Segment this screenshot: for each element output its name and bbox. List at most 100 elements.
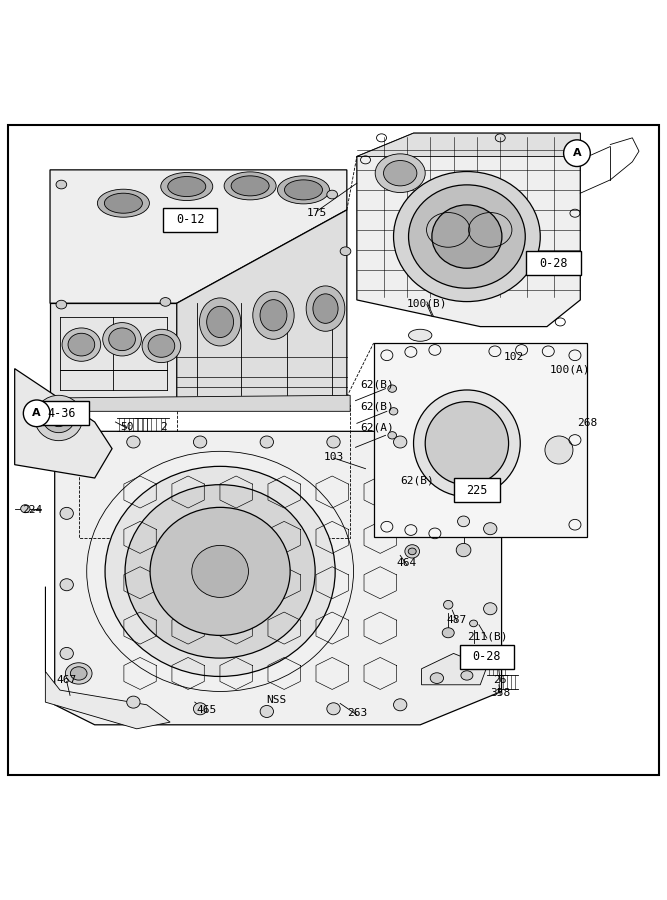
Polygon shape xyxy=(422,653,487,685)
Ellipse shape xyxy=(470,620,478,626)
Ellipse shape xyxy=(49,410,68,427)
Ellipse shape xyxy=(253,292,294,339)
Ellipse shape xyxy=(458,516,470,526)
Ellipse shape xyxy=(456,544,471,557)
Ellipse shape xyxy=(394,698,407,711)
Polygon shape xyxy=(374,343,587,536)
Ellipse shape xyxy=(127,436,140,448)
Ellipse shape xyxy=(68,333,95,356)
Ellipse shape xyxy=(414,390,520,497)
Ellipse shape xyxy=(284,180,323,200)
Text: 487: 487 xyxy=(447,615,467,626)
Text: 62(B): 62(B) xyxy=(360,380,394,390)
Ellipse shape xyxy=(340,247,351,256)
Ellipse shape xyxy=(60,508,73,519)
Text: 467: 467 xyxy=(57,675,77,685)
Polygon shape xyxy=(50,170,347,303)
FancyBboxPatch shape xyxy=(8,124,659,776)
Ellipse shape xyxy=(56,180,67,189)
Text: 0-12: 0-12 xyxy=(176,213,204,227)
Ellipse shape xyxy=(375,154,426,193)
Text: 211(B): 211(B) xyxy=(467,632,507,642)
Ellipse shape xyxy=(313,294,338,323)
Text: 0-28: 0-28 xyxy=(540,256,568,270)
Ellipse shape xyxy=(125,485,315,658)
Ellipse shape xyxy=(405,544,420,558)
Ellipse shape xyxy=(388,432,396,439)
Ellipse shape xyxy=(97,189,149,217)
Polygon shape xyxy=(45,587,170,729)
FancyBboxPatch shape xyxy=(526,251,581,275)
Text: 100(A): 100(A) xyxy=(550,365,590,375)
Polygon shape xyxy=(50,303,177,402)
Ellipse shape xyxy=(461,670,473,680)
Ellipse shape xyxy=(150,508,290,635)
Ellipse shape xyxy=(60,441,73,453)
Ellipse shape xyxy=(408,329,432,341)
Ellipse shape xyxy=(35,395,83,441)
Ellipse shape xyxy=(545,436,573,464)
Ellipse shape xyxy=(426,401,508,485)
Text: A: A xyxy=(573,148,581,158)
Ellipse shape xyxy=(104,194,142,213)
Text: 62(B): 62(B) xyxy=(360,401,394,411)
Ellipse shape xyxy=(306,286,345,331)
Ellipse shape xyxy=(384,160,417,186)
Ellipse shape xyxy=(103,322,141,356)
Ellipse shape xyxy=(207,306,233,338)
Ellipse shape xyxy=(56,301,67,309)
Ellipse shape xyxy=(21,505,30,513)
Ellipse shape xyxy=(408,548,416,554)
Text: 358: 358 xyxy=(490,688,510,698)
Text: 50: 50 xyxy=(120,422,133,432)
Ellipse shape xyxy=(442,628,454,638)
Ellipse shape xyxy=(444,600,453,609)
Ellipse shape xyxy=(260,300,287,331)
Ellipse shape xyxy=(260,706,273,717)
Text: 62(A): 62(A) xyxy=(360,423,394,433)
Ellipse shape xyxy=(430,673,444,683)
Ellipse shape xyxy=(65,662,92,684)
Ellipse shape xyxy=(60,579,73,590)
Ellipse shape xyxy=(394,172,540,302)
Ellipse shape xyxy=(327,190,338,199)
Text: 224: 224 xyxy=(22,505,42,515)
Ellipse shape xyxy=(70,667,87,680)
Ellipse shape xyxy=(168,176,205,196)
Ellipse shape xyxy=(60,647,73,660)
Ellipse shape xyxy=(105,466,336,677)
Text: 263: 263 xyxy=(347,708,367,718)
Ellipse shape xyxy=(109,328,135,351)
Ellipse shape xyxy=(142,329,181,363)
Ellipse shape xyxy=(327,703,340,715)
Ellipse shape xyxy=(192,545,248,598)
Text: 464: 464 xyxy=(397,558,417,569)
Polygon shape xyxy=(177,210,347,402)
Ellipse shape xyxy=(199,298,241,346)
Text: NSS: NSS xyxy=(267,695,287,705)
Ellipse shape xyxy=(161,173,213,201)
Text: 268: 268 xyxy=(577,418,597,428)
Ellipse shape xyxy=(389,408,398,415)
Text: 103: 103 xyxy=(323,452,344,462)
Polygon shape xyxy=(357,133,580,327)
Ellipse shape xyxy=(148,335,175,357)
Ellipse shape xyxy=(127,696,140,708)
Text: A: A xyxy=(33,409,41,419)
Ellipse shape xyxy=(408,184,525,288)
Ellipse shape xyxy=(484,523,497,535)
Text: 62(B): 62(B) xyxy=(400,475,434,485)
Ellipse shape xyxy=(43,403,75,433)
Ellipse shape xyxy=(277,176,329,204)
Ellipse shape xyxy=(477,454,490,466)
Ellipse shape xyxy=(388,385,396,392)
Text: 100(B): 100(B) xyxy=(407,298,447,309)
Ellipse shape xyxy=(160,298,171,306)
Polygon shape xyxy=(50,395,350,411)
Ellipse shape xyxy=(432,205,502,268)
Ellipse shape xyxy=(394,436,407,448)
FancyBboxPatch shape xyxy=(163,208,217,232)
Ellipse shape xyxy=(260,436,273,448)
Ellipse shape xyxy=(193,436,207,448)
Text: 225: 225 xyxy=(466,483,488,497)
